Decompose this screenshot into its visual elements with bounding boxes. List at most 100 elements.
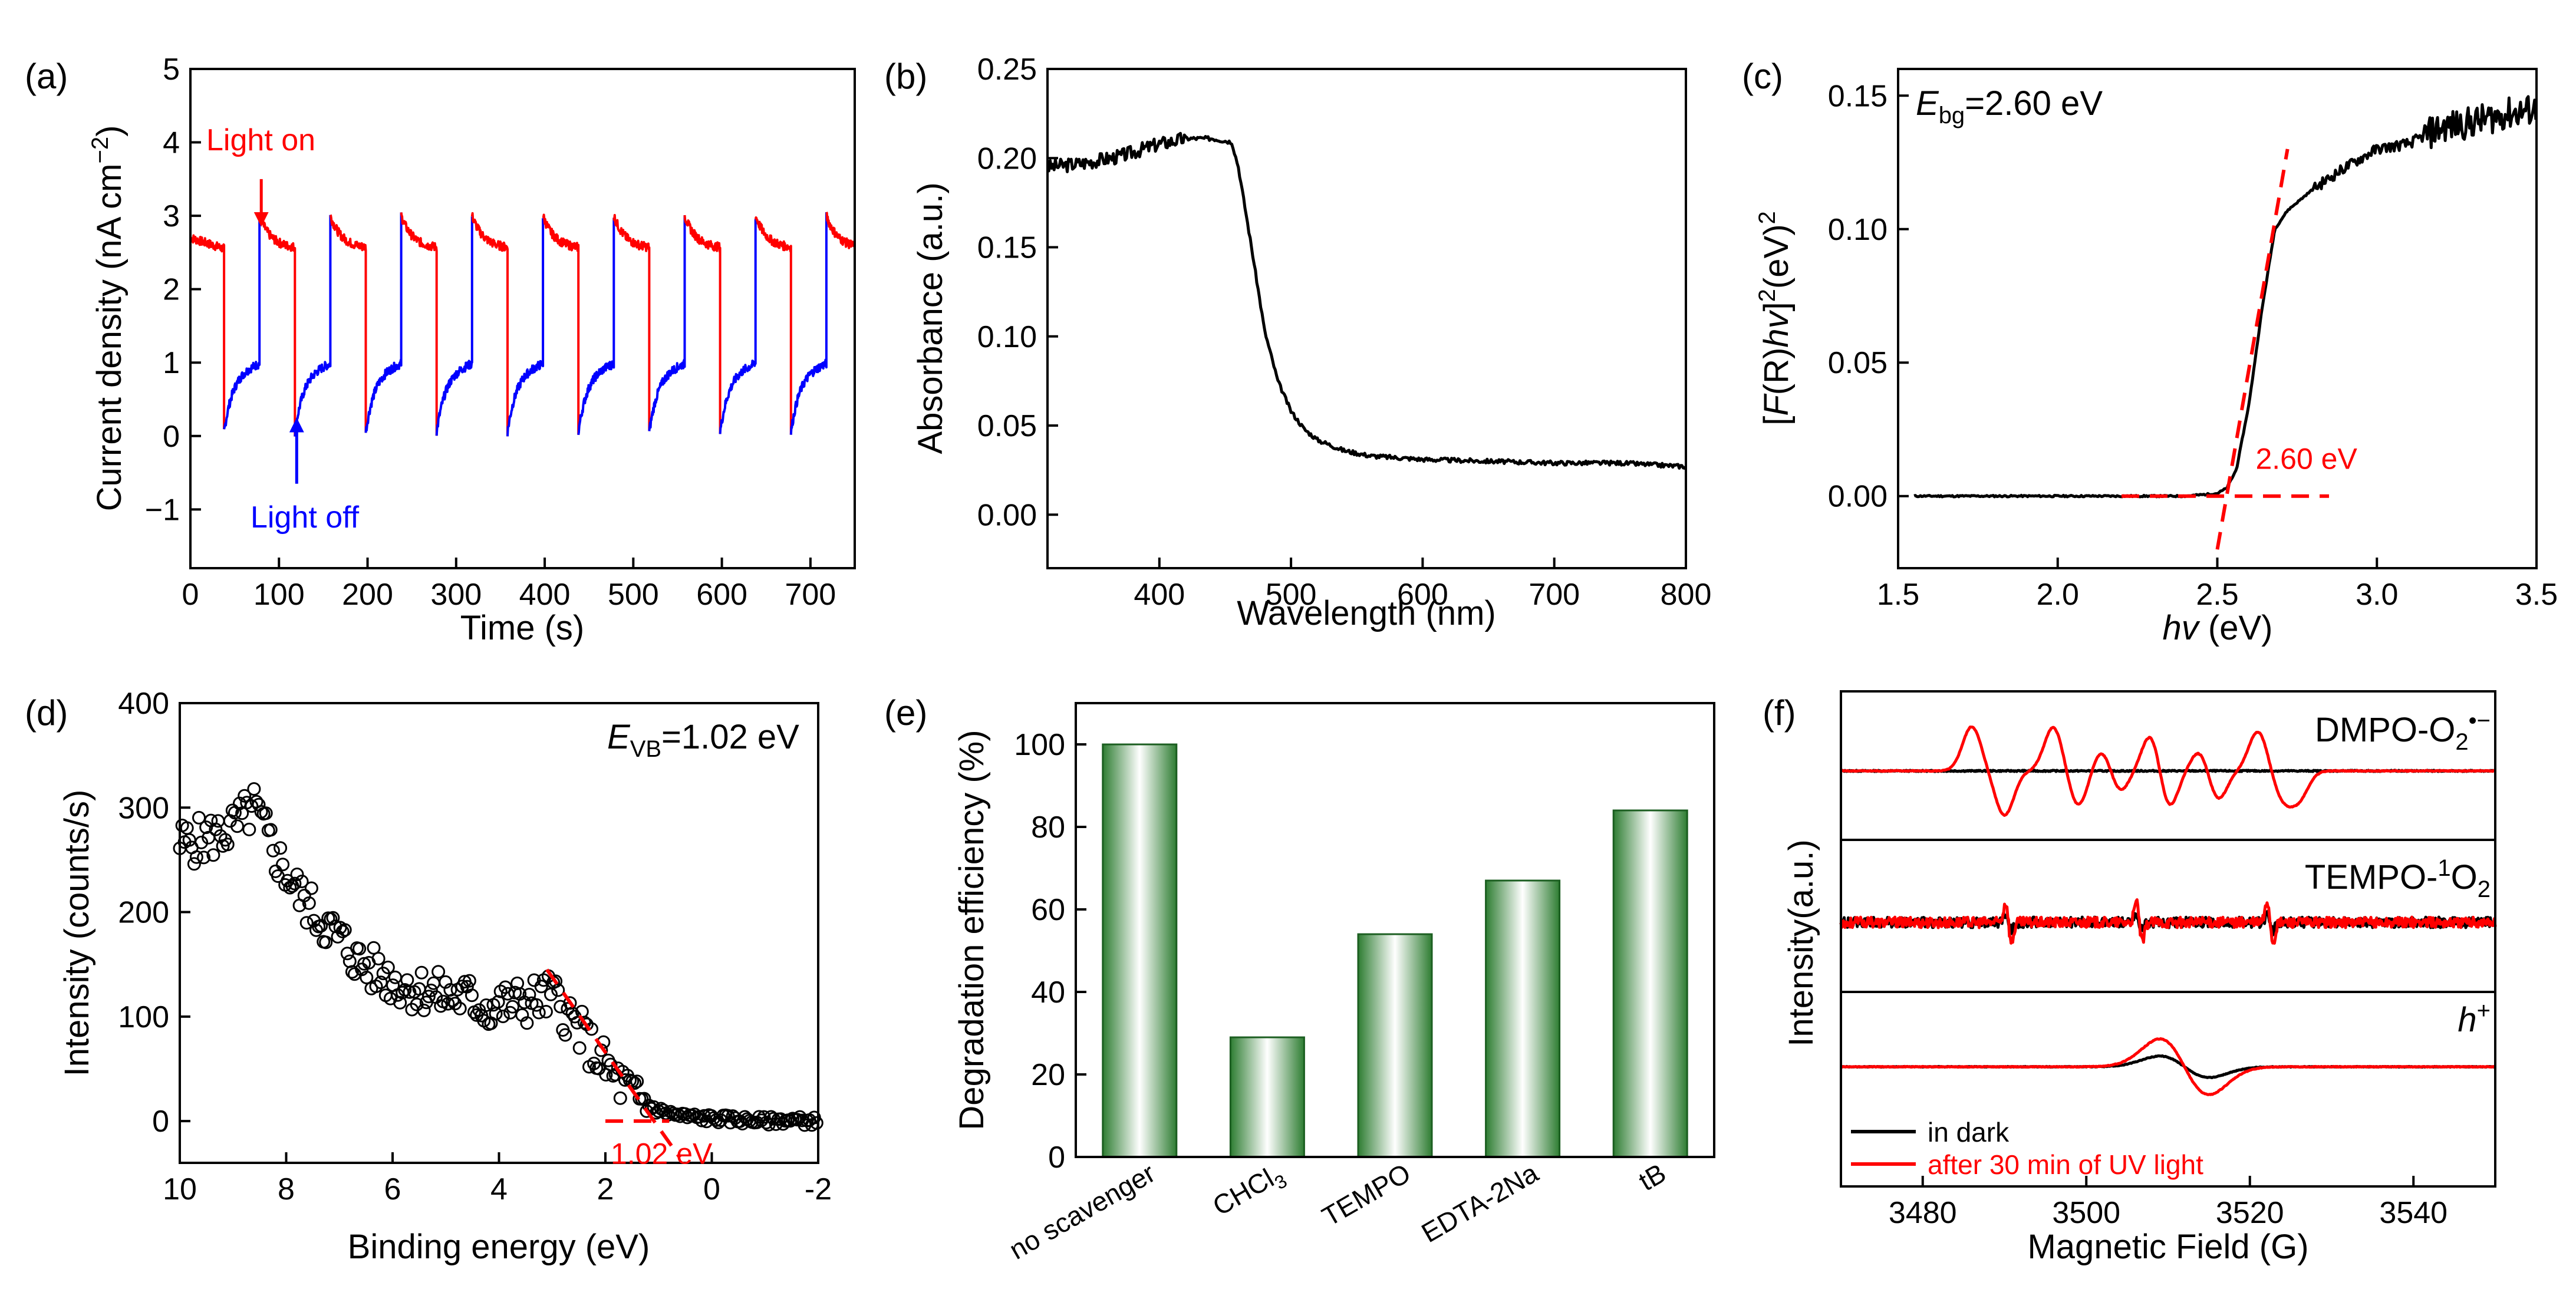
panel-d-data-point <box>628 1076 642 1090</box>
panel-b-ylabel: Absorbance (a.u.) <box>911 182 950 454</box>
panel-d-data-point <box>534 980 548 994</box>
panel-a-xtick-label: 400 <box>519 578 571 612</box>
panel-d-data-point <box>345 965 359 979</box>
panel-d-data-point <box>453 1001 467 1016</box>
panel-d-xtick-label: 2 <box>597 1172 614 1206</box>
panel-label-e: (e) <box>884 693 927 733</box>
panel-d-xtick-label: 8 <box>278 1172 295 1206</box>
panel-d-data-point <box>549 974 563 988</box>
panel-d-data-point <box>371 952 386 965</box>
panel-d-xtick-label: 0 <box>703 1172 720 1206</box>
panel-d-data-point <box>520 1016 534 1030</box>
panel-d-ylabel: Intensity (counts/s) <box>58 790 96 1077</box>
panel-a-xlabel: Time (s) <box>460 609 584 647</box>
panel-c-onset-label: 2.60 eV <box>2255 442 2357 475</box>
panel-d-data-point <box>230 819 244 833</box>
panel-d-data-point <box>414 965 429 980</box>
panel-c-xtick-label: 2.5 <box>2196 578 2238 612</box>
panel-a-series-light-on <box>754 216 792 435</box>
panel-d-data-point <box>479 998 493 1012</box>
panel-f-sublabel-h: h+ <box>2458 998 2491 1039</box>
panel-b-frame <box>1046 68 1687 569</box>
panel-d-data-point <box>335 925 350 938</box>
panel-f-xtick-label: 3520 <box>2216 1196 2284 1230</box>
panel-e-ytick-label: 40 <box>1031 975 1065 1010</box>
panel-d-data-point <box>563 996 577 1010</box>
panel-d-data-point <box>206 848 220 862</box>
panel-e-category-label: tB <box>1633 1158 1671 1197</box>
panel-d-data-point <box>263 823 278 837</box>
panel-a-series-light-on <box>683 215 722 434</box>
panel-e-category-label: TEMPO <box>1317 1158 1416 1232</box>
panel-c-ylabel: [F(R)hv]2(eV)2 <box>1754 211 1796 426</box>
panel-b-chart: 400 500 600 700 8000.000.050.100.150.200.25 … <box>911 52 1711 632</box>
panel-d-xtick-label: -2 <box>805 1172 832 1206</box>
panel-d-data-point <box>403 985 417 999</box>
panel-c-ytick-label: 0.15 <box>1828 79 1887 113</box>
panel-b-ytick-label: 0.10 <box>977 320 1037 354</box>
panel-d-data-point <box>195 835 209 849</box>
panel-e-category-label: CHCl3 <box>1207 1158 1290 1227</box>
panel-f-xtick-label: 3500 <box>2052 1196 2120 1230</box>
panel-e-bar <box>1229 1036 1305 1158</box>
panel-d-data-point <box>242 822 256 836</box>
panel-f-sublabel-dmpo: DMPO-O2•− <box>2315 708 2491 755</box>
panel-e-ytick-label: 60 <box>1031 893 1065 927</box>
panel-d-data-point <box>357 957 371 971</box>
panel-b-xtick-label: 500 <box>1266 578 1317 612</box>
panel-b-ytick-label: 0.00 <box>977 498 1037 532</box>
panel-b-ytick-label: 0.20 <box>977 141 1037 176</box>
panel-b-ytick-label: 0.15 <box>977 231 1037 265</box>
panel-d-data-point <box>417 1003 431 1017</box>
panel-c-fit-line <box>2215 149 2290 550</box>
panel-e-bar <box>1357 933 1433 1158</box>
panel-d-fit-line <box>545 968 681 1159</box>
panel-d-data-point <box>551 983 565 997</box>
legend-label-dark: in dark <box>1928 1117 2010 1148</box>
panel-c-bandgap-label: Ebg=2.60 eV <box>1916 84 2103 128</box>
panel-a-series-light-on <box>189 234 226 430</box>
panel-d-xtick-label: 4 <box>490 1172 508 1206</box>
panel-a-series-light-off <box>719 219 757 434</box>
panel-d-data-point <box>630 1074 644 1089</box>
panel-c-xtick-label: 3.0 <box>2356 578 2398 612</box>
panel-a-series-light-on <box>329 214 367 433</box>
panel-a-ytick-label: 3 <box>163 199 180 233</box>
panel-d-chart: 10 8 6 4 2 0 -2 0 100 200 300 400 Binding energy (e… <box>58 687 832 1266</box>
panel-d-data-point <box>529 998 543 1012</box>
panel-a-series-light-off <box>506 218 545 437</box>
panel-c-xtick-label: 1.5 <box>1877 578 1919 612</box>
panel-a-series-light-on <box>470 212 509 437</box>
panel-a-series-light-off <box>435 216 473 436</box>
panel-d-data-point <box>431 965 446 979</box>
panel-label-f: (f) <box>1763 693 1796 733</box>
panel-e-bar <box>1102 743 1178 1158</box>
panel-d-data-point <box>656 1103 670 1117</box>
panel-a-xtick-label: 700 <box>785 578 836 612</box>
panel-e-frame <box>1075 702 1715 1158</box>
panel-a-series-light-off <box>223 215 261 430</box>
panel-d-data-point <box>220 838 235 852</box>
panel-a-series-light-on <box>612 214 651 431</box>
panel-a-xtick-label: 300 <box>430 578 482 612</box>
panel-d-data-point <box>302 896 316 910</box>
panel-b-xtick-label: 700 <box>1529 578 1580 612</box>
panel-d-data-point <box>326 911 340 925</box>
panel-c-tauc-curve <box>1913 95 2538 499</box>
panel-b-ytick-label: 0.05 <box>977 409 1037 443</box>
panel-d-data-point <box>381 960 395 974</box>
panel-label-b: (b) <box>884 57 927 96</box>
panel-f-frame <box>1840 690 2496 1188</box>
panel-c-ytick-label: 0.10 <box>1828 213 1887 247</box>
panel-f-xtick-label: 3480 <box>1889 1196 1957 1230</box>
panel-d-data-point <box>446 994 460 1007</box>
panel-b-ytick-label: 0.25 <box>977 52 1037 87</box>
panel-label-a: (a) <box>25 57 68 96</box>
panel-f-dmpo-uv-trace <box>1840 726 2496 817</box>
panel-d-data-point <box>367 941 381 955</box>
panel-d-data-point <box>314 919 328 933</box>
panel-e-ytick-label: 0 <box>1048 1140 1065 1175</box>
